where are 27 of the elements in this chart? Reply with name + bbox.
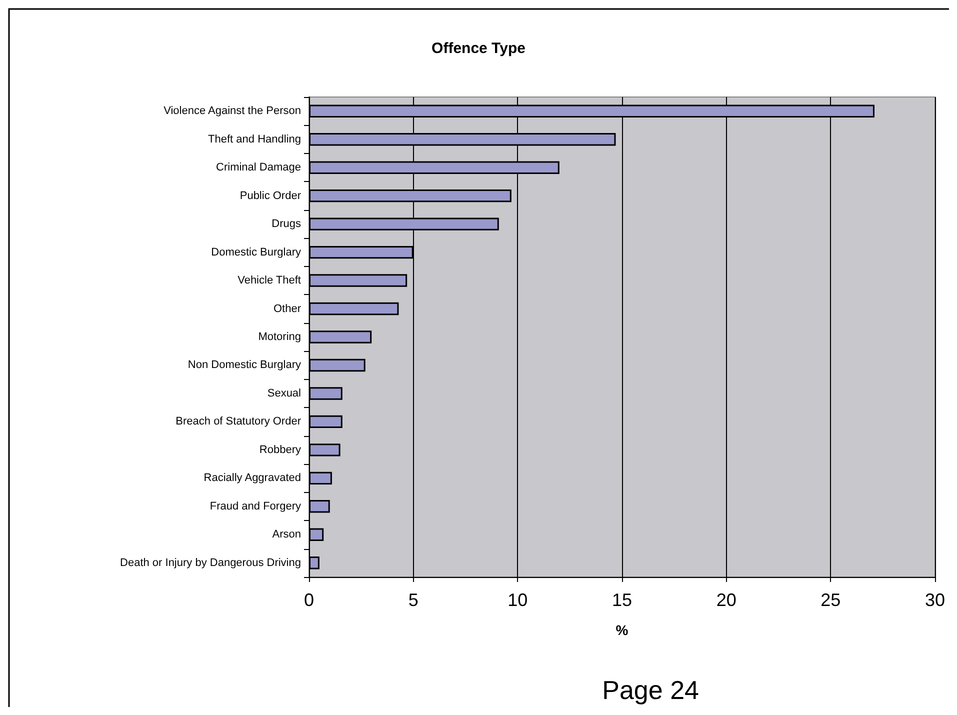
y-tick-label: Vehicle Theft: [238, 274, 301, 287]
y-tick-label: Motoring: [258, 331, 301, 343]
x-tick-label: 20: [716, 590, 736, 610]
y-tick-label: Other: [273, 302, 302, 315]
chart-title: Offence Type: [432, 40, 526, 57]
text: Page 24: [602, 675, 700, 705]
y-tick-label: Non Domestic Burglary: [188, 359, 302, 372]
x-axis-title: %: [616, 622, 629, 638]
y-tick-label: Breach of Statutory Order: [176, 416, 302, 428]
y-tick-label: Drugs: [272, 218, 302, 230]
y-tick-label: Death or Injury by Dangerous Driving: [120, 556, 301, 569]
y-tick-label: Criminal Damage: [216, 162, 301, 174]
y-tick-label: Racially Aggravated: [204, 472, 301, 484]
x-tick-label: 15: [612, 590, 632, 610]
y-tick-label: Sexual: [267, 387, 301, 400]
x-tick-label: 0: [304, 590, 314, 610]
y-tick-label: Robbery: [259, 444, 302, 456]
x-tick-label: 10: [508, 590, 528, 610]
x-tick-label: 30: [924, 590, 946, 610]
x-tick-label: 25: [820, 590, 841, 610]
y-tick-label: Arson: [272, 528, 301, 541]
y-tick-label: Public Order: [240, 190, 302, 202]
y-tick-label: Violence Against the Person: [164, 105, 301, 118]
y-tick-label: Theft and Handling: [208, 133, 301, 146]
y-tick-label: Fraud and Forgery: [210, 500, 302, 512]
x-tick-label: 5: [408, 590, 418, 610]
y-tick-label: Domestic Burglary: [211, 246, 302, 258]
